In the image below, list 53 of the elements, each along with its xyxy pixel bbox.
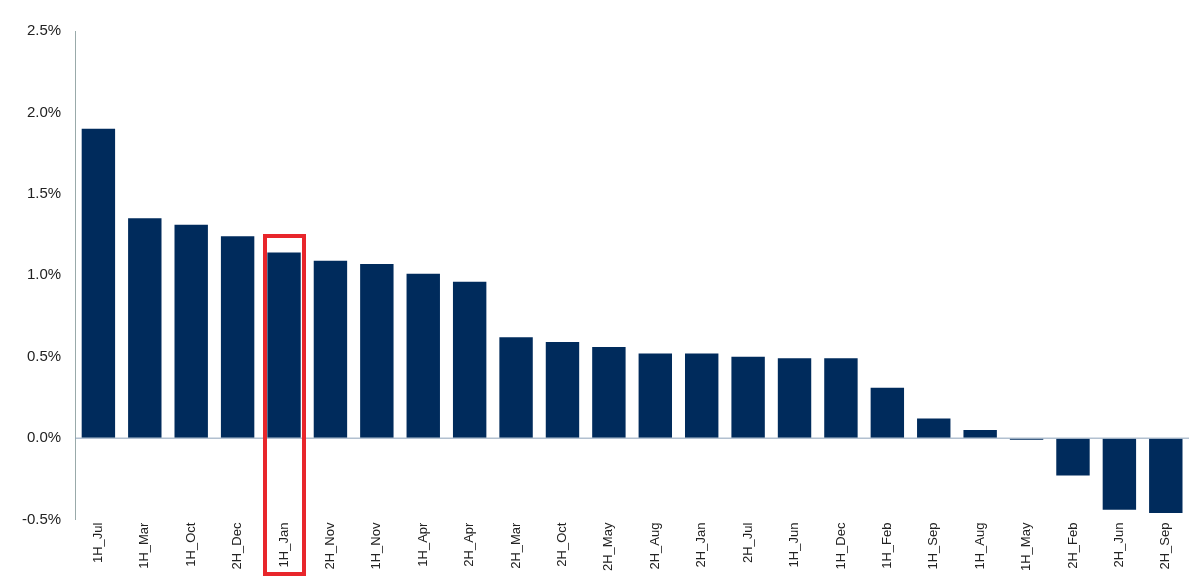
bar: [220, 236, 255, 438]
bar: [360, 263, 394, 438]
y-tick-label: 0.0%: [26, 428, 62, 446]
x-tick-label: 2H_Dec: [229, 522, 245, 570]
x-tick-label: 2H_Jan: [693, 522, 709, 568]
bar: [174, 224, 208, 438]
bar: [731, 356, 765, 438]
x-tick-label: 1H_Sep: [925, 522, 941, 570]
x-tick-label: 2H_Aug: [646, 522, 662, 570]
x-tick-label: 1H_Apr: [414, 521, 430, 567]
bar: [545, 342, 580, 438]
x-tick-label: 2H_Mar: [507, 521, 523, 569]
bar: [824, 358, 858, 438]
bar: [917, 418, 951, 438]
x-tick-label: 1H_Mar: [136, 521, 152, 569]
x-tick-label: 1H_Aug: [971, 522, 987, 570]
x-tick-label: 2H_Jun: [1110, 522, 1126, 568]
x-tick-label: 1H_Dec: [832, 522, 848, 570]
bar: [685, 353, 719, 438]
y-tick-label: 2.0%: [26, 102, 62, 120]
bar: [638, 353, 672, 438]
bar: [870, 387, 905, 438]
x-tick-label: 1H_May: [1018, 522, 1034, 572]
bar: [1102, 438, 1137, 510]
y-tick-label: 1.0%: [26, 265, 62, 283]
x-tick-label: 1H_Jun: [786, 522, 802, 568]
x-tick-label: 2H_Sep: [1157, 522, 1173, 570]
bar: [1149, 438, 1183, 514]
x-tick-label: 2H_May: [600, 522, 616, 572]
bar: [81, 128, 116, 438]
x-tick-label: 1H_Oct: [182, 522, 198, 567]
x-tick-label: 1H_Jul: [89, 522, 105, 564]
x-tick-label: 1H_Nov: [368, 522, 384, 570]
y-tick-label: -0.5%: [22, 509, 62, 527]
bar: [452, 281, 487, 438]
y-tick-label: 2.5%: [26, 21, 62, 39]
y-tick-label: 0.5%: [26, 346, 62, 364]
x-tick-label: 2H_Feb: [1064, 522, 1080, 569]
x-tick-label: 2H_Apr: [461, 521, 477, 567]
x-tick-label: 2H_Jul: [739, 522, 755, 564]
bar: [777, 358, 812, 438]
x-tick-label: 1H_Jan: [275, 522, 291, 568]
bar: [499, 337, 533, 438]
bar: [1056, 438, 1090, 476]
bar: [128, 218, 162, 438]
bar: [313, 260, 348, 438]
bar: [963, 430, 997, 438]
y-tick-label: 1.5%: [26, 184, 62, 201]
x-tick-label: 1H_Feb: [878, 522, 894, 569]
x-tick-label: 2H_Nov: [322, 522, 338, 570]
x-tick-label: 2H_Oct: [554, 522, 570, 567]
bar: [592, 346, 626, 438]
bar: [406, 273, 440, 438]
